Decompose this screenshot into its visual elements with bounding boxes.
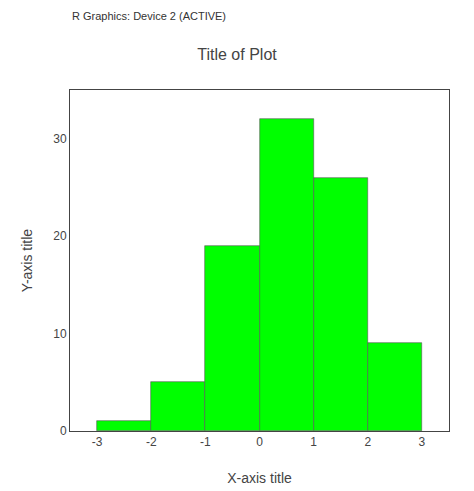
svg-text:10: 10 [53,327,67,341]
svg-text:30: 30 [53,132,67,146]
svg-text:-2: -2 [146,435,157,449]
svg-text:20: 20 [53,229,67,243]
svg-text:3: 3 [419,435,426,449]
svg-text:2: 2 [364,435,371,449]
svg-text:Y-axis title: Y-axis title [19,229,35,293]
svg-text:-1: -1 [200,435,211,449]
svg-text:1: 1 [310,435,317,449]
svg-text:X-axis title: X-axis title [227,470,292,486]
svg-text:Title of Plot: Title of Plot [197,46,277,63]
svg-text:-3: -3 [92,435,103,449]
svg-text:R Graphics: Device 2 (ACTIVE): R Graphics: Device 2 (ACTIVE) [72,10,226,22]
svg-text:0: 0 [256,435,263,449]
svg-text:0: 0 [60,424,67,438]
